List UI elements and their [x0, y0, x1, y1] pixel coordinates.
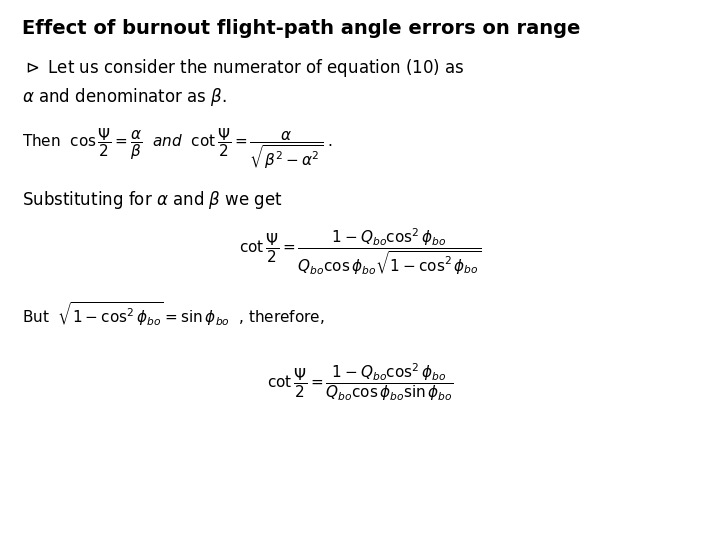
Text: Substituting for $\alpha$ and $\beta$ we get: Substituting for $\alpha$ and $\beta$ we… [22, 189, 282, 211]
Text: $\alpha$ and denominator as $\beta$.: $\alpha$ and denominator as $\beta$. [22, 86, 227, 109]
Text: $\vartriangleright$ Let us consider the numerator of equation (10) as: $\vartriangleright$ Let us consider the … [22, 57, 464, 79]
Text: But  $\sqrt{1 - \cos^{2}\phi_{bo}} = \sin\phi_{bo}$  , therefore,: But $\sqrt{1 - \cos^{2}\phi_{bo}} = \sin… [22, 300, 324, 328]
Text: Then  $\cos\dfrac{\Psi}{2} = \dfrac{\alpha}{\beta}\ \ \mathit{and}\ \ \cot\dfrac: Then $\cos\dfrac{\Psi}{2} = \dfrac{\alph… [22, 127, 333, 171]
Text: $\cot\dfrac{\Psi}{2} = \dfrac{1 - Q_{bo}\cos^{2}\phi_{bo}}{Q_{bo}\cos\phi_{bo}\s: $\cot\dfrac{\Psi}{2} = \dfrac{1 - Q_{bo}… [238, 227, 482, 277]
Text: Effect of burnout flight-path angle errors on range: Effect of burnout flight-path angle erro… [22, 19, 580, 38]
Text: $\cot\dfrac{\Psi}{2} = \dfrac{1 - Q_{bo}\cos^{2}\phi_{bo}}{Q_{bo}\cos\phi_{bo}\s: $\cot\dfrac{\Psi}{2} = \dfrac{1 - Q_{bo}… [266, 362, 454, 403]
